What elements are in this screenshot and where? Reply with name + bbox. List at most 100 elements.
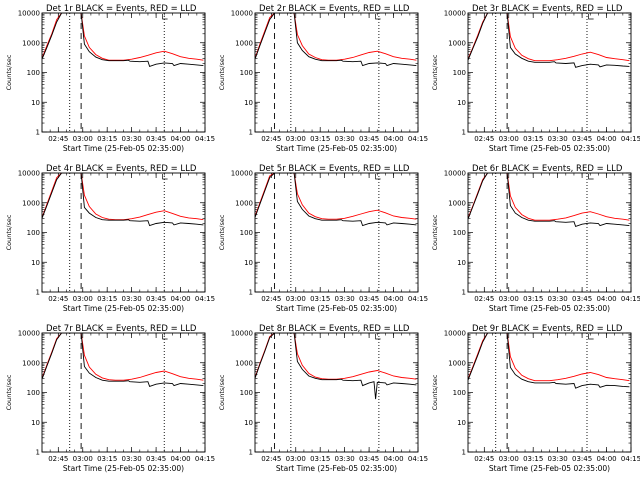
x-tick-label: 03:15 [523, 295, 543, 303]
x-tick-label: 03:30 [548, 295, 568, 303]
x-tick-label: 03:30 [335, 295, 355, 303]
x-tick-label: 03:00 [499, 295, 519, 303]
y-tick-label: 1000 [235, 39, 253, 47]
legend-bracket-icon [588, 174, 594, 180]
chart-panel: Det 2r BLACK = Events, RED = LLD Counts/s… [218, 4, 428, 153]
events-series-line [468, 173, 630, 227]
x-tick-label: 03:15 [310, 295, 330, 303]
x-tick-label: 04:15 [621, 455, 640, 463]
x-tick-label: 03:30 [122, 295, 142, 303]
x-tick-label: 03:30 [548, 135, 568, 143]
x-tick-label: 03:45 [359, 295, 379, 303]
y-tick-label: 10000 [231, 170, 253, 178]
chart-title: Det 7r BLACK = Events, RED = LLD [46, 324, 197, 334]
x-tick-label: 03:15 [523, 455, 543, 463]
chart-panel: Det 4r BLACK = Events, RED = LLD Counts/s… [5, 164, 215, 313]
x-tick-label: 03:15 [310, 455, 330, 463]
x-tick-label: 03:30 [122, 455, 142, 463]
lld-series-line [42, 333, 204, 381]
x-tick-label: 03:45 [572, 295, 592, 303]
lld-series-line [468, 333, 630, 382]
y-tick-label: 100 [240, 69, 253, 77]
x-tick-label: 03:45 [572, 135, 592, 143]
x-tick-label: 02:45 [474, 295, 494, 303]
y-tick-label: 10000 [18, 10, 40, 18]
plot-frame [467, 332, 632, 453]
x-tick-label: 04:15 [195, 135, 215, 143]
lld-series-line [255, 173, 417, 220]
y-tick-label: 100 [240, 389, 253, 397]
y-tick-label: 10 [31, 259, 40, 267]
y-tick-label: 10 [31, 99, 40, 107]
chart-panel: Det 8r BLACK = Events, RED = LLD Counts/s… [218, 324, 428, 473]
y-axis-label: Counts/sec [218, 54, 226, 90]
events-series-line [42, 173, 204, 227]
x-tick-label: 02:45 [48, 295, 68, 303]
x-axis-label: Start Time (25-Feb-05 02:35:00) [63, 304, 184, 313]
x-tick-label: 03:45 [146, 135, 166, 143]
y-tick-label: 10000 [18, 330, 40, 338]
y-tick-label: 100 [453, 69, 466, 77]
x-tick-label: 03:15 [523, 135, 543, 143]
x-axis-label: Start Time (25-Feb-05 02:35:00) [489, 304, 610, 313]
x-tick-label: 03:45 [572, 455, 592, 463]
lld-series-line [255, 333, 417, 380]
y-tick-label: 1000 [448, 39, 466, 47]
y-tick-label: 1000 [22, 39, 40, 47]
y-tick-label: 1 [36, 289, 40, 297]
chart-title: Det 2r BLACK = Events, RED = LLD [259, 4, 410, 14]
x-tick-label: 04:15 [621, 295, 640, 303]
x-tick-label: 04:15 [195, 295, 215, 303]
x-tick-label: 03:00 [286, 135, 306, 143]
y-tick-label: 10 [244, 259, 253, 267]
y-tick-label: 1 [462, 129, 466, 137]
x-axis-label: Start Time (25-Feb-05 02:35:00) [63, 144, 184, 153]
x-tick-label: 04:15 [408, 295, 428, 303]
x-tick-label: 04:00 [596, 295, 616, 303]
y-tick-label: 10 [31, 419, 40, 427]
chart-title: Det 9r BLACK = Events, RED = LLD [472, 324, 623, 334]
x-tick-label: 03:15 [97, 455, 117, 463]
lld-series-line [42, 173, 204, 221]
events-series-line [255, 13, 417, 67]
y-tick-label: 1 [249, 289, 253, 297]
y-axis-label: Counts/sec [218, 374, 226, 410]
y-tick-label: 1000 [448, 359, 466, 367]
y-tick-label: 10000 [231, 330, 253, 338]
chart-title: Det 5r BLACK = Events, RED = LLD [259, 164, 410, 174]
x-tick-label: 03:30 [122, 135, 142, 143]
chart-panel: Det 3r BLACK = Events, RED = LLD Counts/s… [431, 4, 640, 153]
x-tick-label: 03:00 [499, 135, 519, 143]
y-tick-label: 100 [453, 229, 466, 237]
lld-series-line [42, 13, 204, 61]
y-tick-label: 1000 [235, 199, 253, 207]
chart-panel: Det 1r BLACK = Events, RED = LLD Counts/s… [5, 4, 215, 153]
x-axis-label: Start Time (25-Feb-05 02:35:00) [489, 144, 610, 153]
x-tick-label: 02:45 [474, 455, 494, 463]
x-tick-label: 04:00 [383, 135, 403, 143]
x-tick-label: 03:30 [548, 455, 568, 463]
x-tick-label: 03:15 [310, 135, 330, 143]
legend-bracket-icon [588, 334, 594, 340]
plot-frame [41, 12, 206, 133]
x-tick-label: 04:00 [596, 135, 616, 143]
chart-title: Det 4r BLACK = Events, RED = LLD [46, 164, 197, 174]
y-tick-label: 1000 [22, 359, 40, 367]
chart-title: Det 6r BLACK = Events, RED = LLD [472, 164, 623, 174]
y-axis-label: Counts/sec [5, 374, 13, 410]
plot-frame [254, 332, 419, 453]
x-tick-label: 03:45 [146, 455, 166, 463]
y-tick-label: 1 [249, 449, 253, 457]
plot-frame [254, 172, 419, 293]
events-series-line [468, 13, 630, 68]
legend-bracket-icon [162, 174, 168, 180]
x-tick-label: 02:45 [261, 455, 281, 463]
x-tick-label: 03:00 [73, 455, 93, 463]
y-axis-label: Counts/sec [431, 54, 439, 90]
y-tick-label: 10000 [444, 170, 466, 178]
y-tick-label: 10000 [231, 10, 253, 18]
y-tick-label: 1 [462, 289, 466, 297]
x-tick-label: 04:00 [596, 455, 616, 463]
y-axis-label: Counts/sec [5, 54, 13, 90]
